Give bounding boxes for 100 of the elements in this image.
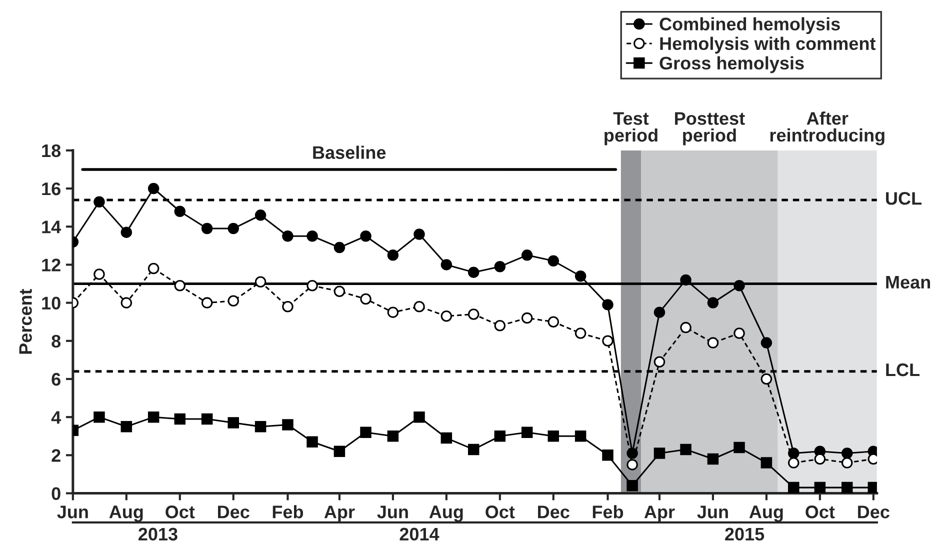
point xyxy=(414,411,425,423)
point xyxy=(306,280,318,292)
x-tick-label: Dec xyxy=(858,506,890,518)
point xyxy=(201,413,213,425)
x-tick-label: Jun xyxy=(57,506,88,518)
point xyxy=(120,297,132,308)
point xyxy=(440,432,452,444)
legend-label: Hemolysis with comment xyxy=(660,36,876,54)
x-tick-label: Oct xyxy=(486,506,515,518)
point xyxy=(148,182,160,194)
y-axis-title: Percent xyxy=(19,288,32,354)
point xyxy=(760,457,772,468)
point xyxy=(654,448,666,459)
point xyxy=(468,308,480,320)
x-tick-label: Feb xyxy=(272,505,304,518)
point xyxy=(760,373,772,385)
point xyxy=(174,280,186,292)
x2-tick-label: 2013 xyxy=(138,528,178,541)
y-tick-label: 12 xyxy=(42,258,60,272)
point xyxy=(521,312,533,324)
point xyxy=(334,446,346,457)
point xyxy=(306,436,318,448)
point xyxy=(282,230,294,242)
x-tick-label: Oct xyxy=(166,506,195,518)
ref-line-label: Mean xyxy=(886,276,930,289)
x2-tick-label: 2015 xyxy=(725,528,764,541)
point xyxy=(574,270,586,282)
point xyxy=(680,322,692,334)
point xyxy=(626,480,638,492)
x-tick-label: Dec xyxy=(538,506,570,518)
point xyxy=(707,337,719,348)
point xyxy=(707,297,719,308)
point xyxy=(548,430,560,442)
point xyxy=(734,328,745,339)
point xyxy=(282,300,294,312)
point xyxy=(201,297,213,308)
x-tick-label: Aug xyxy=(429,506,463,522)
point xyxy=(602,335,614,347)
point xyxy=(841,448,853,459)
point xyxy=(228,417,239,428)
point xyxy=(387,250,399,261)
x-tick-label: Apr xyxy=(644,506,675,522)
point xyxy=(174,206,186,217)
point xyxy=(521,426,533,438)
legend-label: Gross hemolysis xyxy=(660,56,804,74)
point xyxy=(148,411,160,423)
point xyxy=(360,293,372,305)
y-tick-label: 16 xyxy=(42,182,60,196)
point xyxy=(94,411,105,423)
point xyxy=(334,286,346,297)
point xyxy=(814,482,826,494)
point xyxy=(387,306,399,318)
point xyxy=(94,268,105,280)
point xyxy=(334,242,346,254)
point xyxy=(626,459,638,470)
point xyxy=(734,280,745,292)
y-tick-label: 2 xyxy=(52,449,60,462)
y-tick-label: 14 xyxy=(42,220,62,234)
x-tick-label: Oct xyxy=(806,506,835,518)
x-tick-label: Feb xyxy=(592,505,624,518)
point xyxy=(602,299,614,310)
point xyxy=(548,316,560,328)
point xyxy=(788,457,800,468)
point xyxy=(94,196,105,208)
point xyxy=(228,295,239,307)
ref-line-label: LCL xyxy=(886,363,920,376)
band-label: After reintroducing xyxy=(770,112,884,146)
point xyxy=(360,426,372,438)
point xyxy=(120,420,132,432)
y-tick-label: 4 xyxy=(51,411,62,424)
point xyxy=(120,226,132,238)
legend-label: Combined hemolysis xyxy=(660,17,840,34)
y-tick-label: 18 xyxy=(42,144,61,158)
point xyxy=(440,259,452,270)
y-tick-label: 6 xyxy=(52,372,60,386)
point xyxy=(414,228,425,240)
point xyxy=(707,453,719,465)
point xyxy=(760,337,772,348)
point xyxy=(814,453,826,465)
point xyxy=(254,276,266,288)
y-tick-label: 0 xyxy=(52,487,60,500)
point xyxy=(254,420,266,432)
point xyxy=(654,356,666,368)
band-label: Posttest period xyxy=(675,112,745,146)
annotation: Baseline xyxy=(313,146,386,159)
point xyxy=(680,274,692,286)
ref-line-label: UCL xyxy=(886,192,922,205)
point xyxy=(494,430,506,442)
point xyxy=(521,250,533,261)
point xyxy=(201,222,213,234)
point xyxy=(788,482,800,494)
point xyxy=(468,444,480,456)
point xyxy=(306,230,318,242)
y-tick-label: 10 xyxy=(42,296,60,310)
point xyxy=(680,444,692,456)
point xyxy=(228,222,239,234)
point xyxy=(841,457,853,468)
x-tick-label: Aug xyxy=(749,506,783,522)
point xyxy=(548,255,560,267)
point xyxy=(468,266,480,278)
